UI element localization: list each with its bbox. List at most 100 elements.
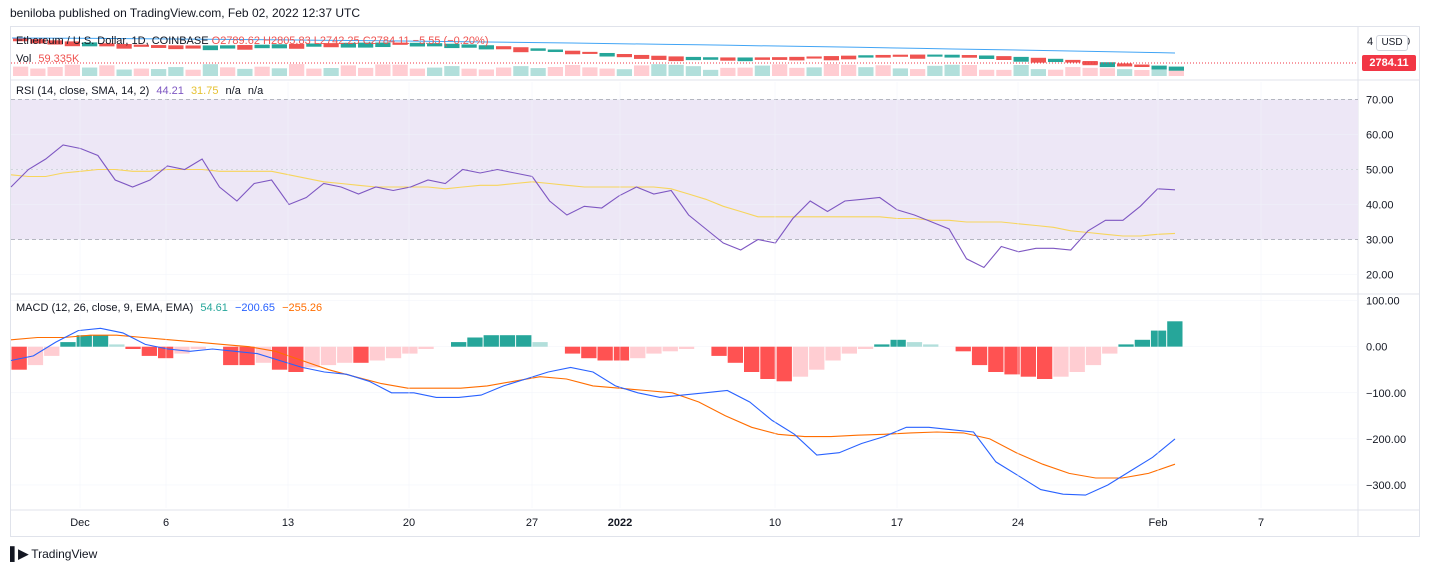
time-tick-label: 10	[769, 517, 781, 529]
volume-bar	[1168, 69, 1184, 76]
macd-histogram-bar	[60, 342, 76, 347]
volume-bar	[375, 64, 391, 76]
currency-button[interactable]: USD	[1376, 35, 1408, 51]
volume-bar	[133, 68, 149, 76]
volume-bar	[220, 67, 236, 76]
candle	[496, 46, 512, 50]
volume-bar	[496, 67, 512, 76]
rsi-na-1: n/a	[225, 85, 241, 97]
volume-bar	[478, 69, 494, 76]
volume-bar	[565, 64, 581, 76]
candle	[530, 48, 546, 51]
rsi-value: 44.21	[156, 85, 184, 97]
candle	[82, 42, 98, 47]
time-tick-label: 27	[526, 517, 538, 529]
candle	[220, 45, 236, 49]
volume-bar	[996, 69, 1012, 76]
candle	[444, 43, 460, 49]
candle	[99, 43, 115, 47]
rsi-tick-label: 70.00	[1366, 95, 1394, 107]
macd-histogram-bar	[239, 346, 255, 366]
candle	[116, 44, 132, 49]
macd-histogram-bar	[109, 344, 125, 347]
macd-histogram-bar	[1069, 346, 1085, 372]
candle	[841, 55, 857, 60]
volume-bar	[737, 67, 753, 76]
time-tick-label: Dec	[70, 517, 90, 529]
macd-legend[interactable]: MACD (12, 26, close, 9, EMA, EMA) 54.61 …	[16, 302, 322, 314]
rsi-sma-value: 31.75	[190, 85, 219, 97]
volume-bar	[547, 67, 563, 76]
symbol-legend[interactable]: Ethereum / U.S. Dollar, 1D, COINBASE O27…	[16, 35, 489, 47]
rsi-legend[interactable]: RSI (14, close, SMA, 14, 2) 44.21 31.75 …	[16, 85, 263, 97]
tradingview-logo-icon: ▌▶	[10, 546, 28, 561]
volume-bar	[427, 67, 443, 76]
macd-histogram-bar	[890, 339, 906, 347]
macd-label: MACD (12, 26, close, 9, EMA, EMA)	[16, 302, 194, 314]
macd-histogram-bar	[385, 346, 402, 359]
macd-histogram-bar	[776, 346, 792, 382]
volume-bar	[1099, 68, 1115, 76]
time-tick-label: 17	[891, 517, 903, 529]
volume-bar	[47, 66, 63, 76]
candle	[392, 42, 408, 45]
candle	[668, 56, 684, 62]
macd-histogram-bar	[271, 346, 288, 370]
macd-line	[10, 327, 1176, 496]
candle	[133, 44, 149, 47]
time-tick-label: 13	[282, 517, 294, 529]
footer-brand[interactable]: ▌▶ TradingView	[10, 546, 97, 562]
volume-bar	[668, 64, 684, 76]
candle	[30, 39, 46, 44]
macd-histogram-bar	[597, 346, 613, 361]
price-axis-top-label: 4	[1367, 36, 1374, 48]
candle	[703, 57, 719, 60]
macd-histogram-bar	[1053, 346, 1069, 377]
macd-hist-value: 54.61	[200, 302, 228, 314]
macd-histogram-bar	[662, 346, 678, 352]
time-tick-label: 7	[1258, 517, 1264, 529]
candle	[616, 54, 632, 58]
rsi-tick-label: 30.00	[1366, 235, 1394, 247]
macd-histogram-bar	[581, 346, 597, 359]
volume-bar	[1151, 69, 1167, 76]
candle	[1168, 66, 1184, 71]
candle	[289, 43, 305, 49]
volume-bar	[271, 68, 287, 76]
macd-histogram-bar	[92, 335, 109, 347]
time-tick-label: 2022	[608, 517, 632, 529]
volume-bar	[910, 69, 926, 76]
candle	[599, 52, 615, 57]
candle	[944, 54, 960, 58]
candle	[1134, 64, 1150, 68]
candle	[461, 44, 477, 48]
candle	[685, 56, 701, 61]
candle	[202, 45, 218, 51]
volume-bar	[892, 68, 908, 76]
macd-histogram-bar	[11, 346, 27, 370]
candle	[858, 55, 874, 58]
candle	[823, 56, 839, 61]
macd-histogram-bar	[27, 346, 44, 366]
candle	[254, 44, 270, 49]
last-price-tag: 2784.11	[1362, 55, 1416, 71]
candle	[1117, 63, 1133, 67]
volume-bar	[823, 64, 839, 76]
rsi-tick-label: 50.00	[1366, 165, 1394, 177]
volume-bar	[1134, 69, 1150, 76]
volume-bar	[461, 68, 477, 76]
volume-bar	[306, 68, 322, 76]
volume-bar	[64, 64, 80, 76]
volume-value: 59.335K	[38, 53, 80, 65]
rsi-sma-line	[10, 168, 1176, 237]
macd-histogram-bar	[467, 337, 483, 347]
volume-bar	[703, 69, 719, 76]
candle	[1065, 59, 1081, 63]
volume-legend[interactable]: Vol 59.335K	[16, 53, 79, 65]
volume-bar	[651, 64, 667, 76]
chart-frame[interactable]	[10, 26, 1420, 537]
volume-bar	[202, 64, 218, 76]
macd-histogram-bar	[613, 346, 630, 361]
footer-brand-text: TradingView	[31, 547, 98, 561]
